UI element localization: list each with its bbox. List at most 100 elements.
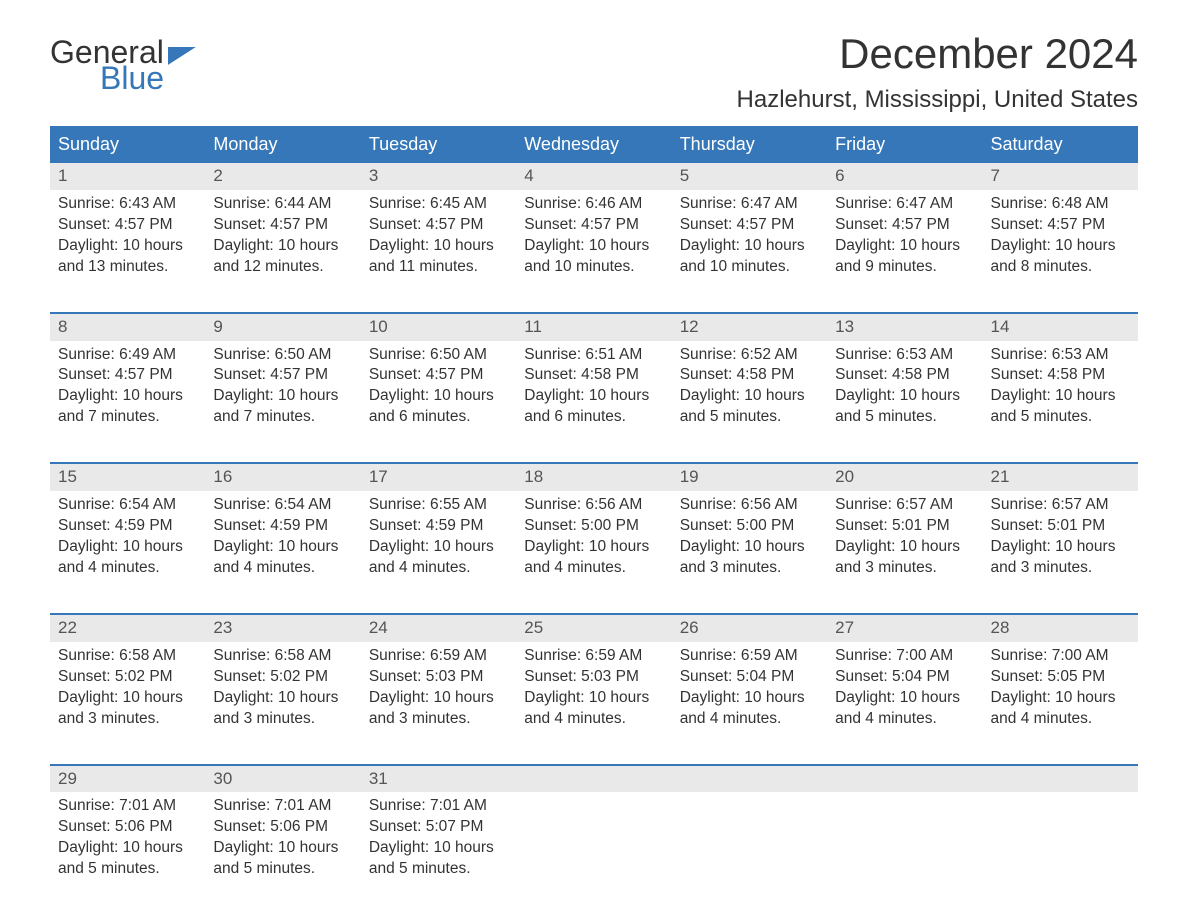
sunrise-text: Sunrise: 6:47 AM bbox=[680, 194, 819, 215]
sunrise-text: Sunrise: 6:59 AM bbox=[524, 646, 663, 667]
day-number: 16 bbox=[205, 464, 360, 491]
day-cell: 13Sunrise: 6:53 AMSunset: 4:58 PMDayligh… bbox=[827, 314, 982, 435]
sunrise-text: Sunrise: 6:50 AM bbox=[213, 345, 352, 366]
day-header: Wednesday bbox=[516, 126, 671, 163]
day-cell: 18Sunrise: 6:56 AMSunset: 5:00 PMDayligh… bbox=[516, 464, 671, 585]
sunset-text: Sunset: 4:59 PM bbox=[213, 516, 352, 537]
sunrise-text: Sunrise: 7:01 AM bbox=[369, 796, 508, 817]
day-cell: 29Sunrise: 7:01 AMSunset: 5:06 PMDayligh… bbox=[50, 766, 205, 887]
sunset-text: Sunset: 4:57 PM bbox=[369, 215, 508, 236]
day-body: Sunrise: 6:47 AMSunset: 4:57 PMDaylight:… bbox=[835, 194, 974, 278]
day-number: 25 bbox=[516, 615, 671, 642]
day-number: 3 bbox=[361, 163, 516, 190]
day-cell: . bbox=[827, 766, 982, 887]
day-body: Sunrise: 6:59 AMSunset: 5:04 PMDaylight:… bbox=[680, 646, 819, 730]
day-body: Sunrise: 6:52 AMSunset: 4:58 PMDaylight:… bbox=[680, 345, 819, 429]
day-cell: 17Sunrise: 6:55 AMSunset: 4:59 PMDayligh… bbox=[361, 464, 516, 585]
day-number: 22 bbox=[50, 615, 205, 642]
week-row: 8 Sunrise: 6:49 AMSunset: 4:57 PMDaylight… bbox=[50, 312, 1138, 435]
day-number: 8 bbox=[50, 314, 205, 341]
day-cell: 4 Sunrise: 6:46 AMSunset: 4:57 PMDaylight… bbox=[516, 163, 671, 284]
day-number: 26 bbox=[672, 615, 827, 642]
day-body: Sunrise: 6:45 AMSunset: 4:57 PMDaylight:… bbox=[369, 194, 508, 278]
daylight-text: Daylight: 10 hours and 3 minutes. bbox=[680, 537, 819, 579]
sunrise-text: Sunrise: 6:43 AM bbox=[58, 194, 197, 215]
title-block: December 2024 Hazlehurst, Mississippi, U… bbox=[737, 30, 1138, 114]
daylight-text: Daylight: 10 hours and 4 minutes. bbox=[524, 688, 663, 730]
month-title: December 2024 bbox=[737, 30, 1138, 78]
day-cell: 30Sunrise: 7:01 AMSunset: 5:06 PMDayligh… bbox=[205, 766, 360, 887]
day-header: Monday bbox=[205, 126, 360, 163]
day-body: Sunrise: 6:54 AMSunset: 4:59 PMDaylight:… bbox=[58, 495, 197, 579]
daylight-text: Daylight: 10 hours and 11 minutes. bbox=[369, 236, 508, 278]
day-number: 9 bbox=[205, 314, 360, 341]
day-cell: 8 Sunrise: 6:49 AMSunset: 4:57 PMDaylight… bbox=[50, 314, 205, 435]
weeks-container: 1Sunrise: 6:43 AMSunset: 4:57 PMDaylight… bbox=[50, 163, 1138, 886]
sunset-text: Sunset: 4:57 PM bbox=[991, 215, 1130, 236]
day-body: Sunrise: 6:49 AMSunset: 4:57 PMDaylight:… bbox=[58, 345, 197, 429]
day-cell: 26 Sunrise: 6:59 AMSunset: 5:04 PMDayligh… bbox=[672, 615, 827, 736]
day-number: 18 bbox=[516, 464, 671, 491]
sunrise-text: Sunrise: 6:47 AM bbox=[835, 194, 974, 215]
day-cell: 19 Sunrise: 6:56 AMSunset: 5:00 PMDayligh… bbox=[672, 464, 827, 585]
day-cell: . bbox=[672, 766, 827, 887]
daylight-text: Daylight: 10 hours and 10 minutes. bbox=[680, 236, 819, 278]
day-cell: 14Sunrise: 6:53 AMSunset: 4:58 PMDayligh… bbox=[983, 314, 1138, 435]
logo-text-blue: Blue bbox=[50, 62, 196, 94]
sunset-text: Sunset: 4:57 PM bbox=[213, 365, 352, 386]
sunrise-text: Sunrise: 6:53 AM bbox=[991, 345, 1130, 366]
sunset-text: Sunset: 4:58 PM bbox=[991, 365, 1130, 386]
sunset-text: Sunset: 4:58 PM bbox=[835, 365, 974, 386]
daylight-text: Daylight: 10 hours and 6 minutes. bbox=[369, 386, 508, 428]
sunset-text: Sunset: 5:01 PM bbox=[991, 516, 1130, 537]
header: General Blue December 2024 Hazlehurst, M… bbox=[50, 30, 1138, 114]
week-row: 15Sunrise: 6:54 AMSunset: 4:59 PMDayligh… bbox=[50, 462, 1138, 585]
sunrise-text: Sunrise: 6:59 AM bbox=[369, 646, 508, 667]
day-body: Sunrise: 6:43 AMSunset: 4:57 PMDaylight:… bbox=[58, 194, 197, 278]
day-number: 19 bbox=[672, 464, 827, 491]
sunset-text: Sunset: 5:03 PM bbox=[524, 667, 663, 688]
week-row: 29Sunrise: 7:01 AMSunset: 5:06 PMDayligh… bbox=[50, 764, 1138, 887]
daylight-text: Daylight: 10 hours and 5 minutes. bbox=[680, 386, 819, 428]
daylight-text: Daylight: 10 hours and 8 minutes. bbox=[991, 236, 1130, 278]
day-cell: 16Sunrise: 6:54 AMSunset: 4:59 PMDayligh… bbox=[205, 464, 360, 585]
calendar: SundayMondayTuesdayWednesdayThursdayFrid… bbox=[50, 126, 1138, 886]
sunrise-text: Sunrise: 7:01 AM bbox=[58, 796, 197, 817]
day-number: 1 bbox=[50, 163, 205, 190]
day-body: Sunrise: 6:46 AMSunset: 4:57 PMDaylight:… bbox=[524, 194, 663, 278]
sunset-text: Sunset: 4:57 PM bbox=[58, 365, 197, 386]
day-body: Sunrise: 6:56 AMSunset: 5:00 PMDaylight:… bbox=[680, 495, 819, 579]
day-number: 20 bbox=[827, 464, 982, 491]
daylight-text: Daylight: 10 hours and 4 minutes. bbox=[524, 537, 663, 579]
sunrise-text: Sunrise: 6:46 AM bbox=[524, 194, 663, 215]
day-number: 15 bbox=[50, 464, 205, 491]
sunrise-text: Sunrise: 6:54 AM bbox=[58, 495, 197, 516]
sunrise-text: Sunrise: 6:54 AM bbox=[213, 495, 352, 516]
day-header: Thursday bbox=[672, 126, 827, 163]
sunset-text: Sunset: 4:58 PM bbox=[524, 365, 663, 386]
sunset-text: Sunset: 5:02 PM bbox=[213, 667, 352, 688]
daylight-text: Daylight: 10 hours and 5 minutes. bbox=[369, 838, 508, 880]
day-number: . bbox=[983, 766, 1138, 793]
day-body: Sunrise: 7:01 AMSunset: 5:07 PMDaylight:… bbox=[369, 796, 508, 880]
day-cell: 20 Sunrise: 6:57 AMSunset: 5:01 PMDayligh… bbox=[827, 464, 982, 585]
day-number: 17 bbox=[361, 464, 516, 491]
sunset-text: Sunset: 5:00 PM bbox=[680, 516, 819, 537]
daylight-text: Daylight: 10 hours and 4 minutes. bbox=[369, 537, 508, 579]
day-number: 28 bbox=[983, 615, 1138, 642]
day-cell: 9 Sunrise: 6:50 AMSunset: 4:57 PMDaylight… bbox=[205, 314, 360, 435]
day-number: . bbox=[827, 766, 982, 793]
day-body: Sunrise: 6:58 AMSunset: 5:02 PMDaylight:… bbox=[213, 646, 352, 730]
daylight-text: Daylight: 10 hours and 3 minutes. bbox=[991, 537, 1130, 579]
day-cell: . bbox=[983, 766, 1138, 887]
sunset-text: Sunset: 4:57 PM bbox=[835, 215, 974, 236]
logo: General Blue bbox=[50, 30, 196, 94]
sunset-text: Sunset: 5:04 PM bbox=[835, 667, 974, 688]
week-row: 1Sunrise: 6:43 AMSunset: 4:57 PMDaylight… bbox=[50, 163, 1138, 284]
day-number: 4 bbox=[516, 163, 671, 190]
sunrise-text: Sunrise: 6:45 AM bbox=[369, 194, 508, 215]
daylight-text: Daylight: 10 hours and 6 minutes. bbox=[524, 386, 663, 428]
day-cell: 31Sunrise: 7:01 AMSunset: 5:07 PMDayligh… bbox=[361, 766, 516, 887]
day-body: Sunrise: 6:57 AMSunset: 5:01 PMDaylight:… bbox=[835, 495, 974, 579]
day-body: Sunrise: 6:50 AMSunset: 4:57 PMDaylight:… bbox=[213, 345, 352, 429]
